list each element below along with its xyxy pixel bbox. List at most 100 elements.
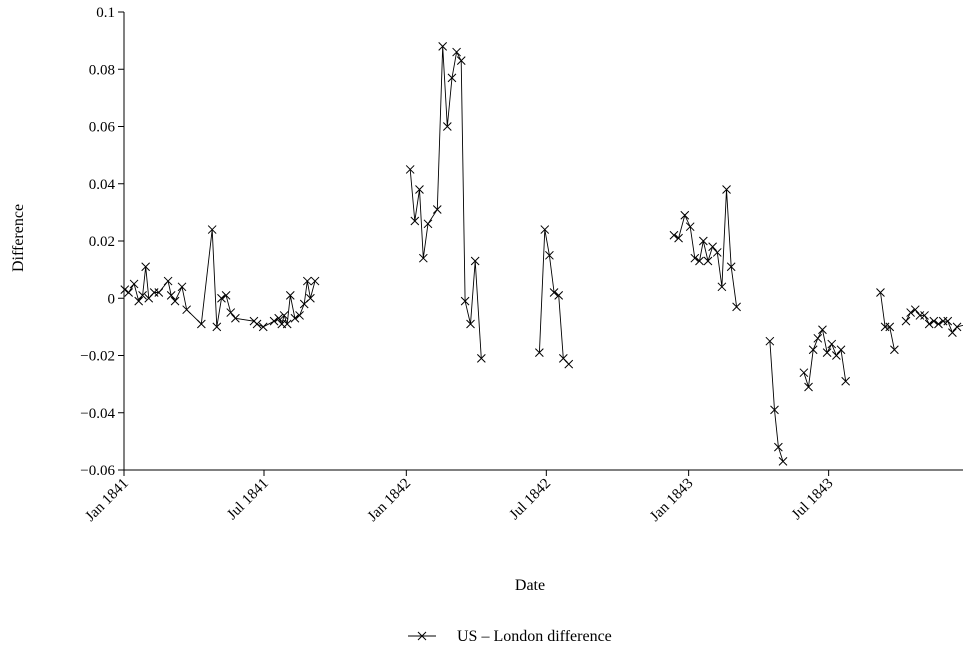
series-line-segment [673,189,738,307]
data-point-marker [765,336,775,346]
series-line-segment [880,292,895,350]
y-tick-label: 0.08 [89,62,115,78]
data-point-marker [695,256,704,266]
data-point-marker [535,348,544,357]
data-point-marker [466,319,475,329]
data-point-marker [138,291,147,300]
data-point-marker [929,316,939,326]
data-point-marker [712,248,722,257]
data-point-marker [952,322,962,332]
data-point-marker [778,457,788,466]
data-point-marker [124,288,133,297]
data-point-marker [207,225,217,234]
y-axis-ticks: 0.1 0.08 0.06 0.04 0.02 0 −0.02 −0.04 −0.06 [80,5,124,479]
data-point-marker [231,313,240,323]
data-point-marker [306,293,315,303]
data-point-marker [418,253,428,263]
data-point-marker [669,230,679,240]
series-line-segment [409,46,482,359]
x-tick-label: Jan 1841 [83,476,132,525]
data-point-marker [717,282,727,292]
data-point-marker [221,291,231,300]
data-point-marker [252,319,262,329]
data-point-marker [804,382,813,392]
data-point-marker [432,205,442,214]
data-point-marker [438,41,448,51]
data-point-marker [285,291,295,300]
data-point-marker [690,253,700,263]
plot-area [120,41,963,466]
data-point-marker [442,122,452,131]
data-point-marker [279,311,289,320]
data-point-marker [456,56,466,66]
data-point-marker [141,262,151,272]
series-line-segment [538,229,570,365]
data-point-marker [841,376,851,386]
data-point-marker [924,319,934,329]
data-point-marker [120,285,130,295]
data-point-marker [258,322,268,332]
data-point-marker [177,282,187,292]
data-point-marker [415,185,424,194]
data-point-marker [906,308,915,317]
y-tick-label: 0.1 [96,5,115,21]
data-point-marker [770,405,779,415]
series-line-segment [124,229,316,328]
data-point-marker [310,276,320,286]
x-tick-label: Jul 1841 [224,476,272,524]
legend-cross-marker [417,631,427,641]
x-tick-label: Jan 1843 [647,476,696,525]
data-point-marker [822,348,832,357]
data-point-marker [212,322,222,332]
data-point-marker [827,339,837,349]
data-point-marker [290,313,300,323]
data-point-marker [774,442,783,452]
y-tick-label: 0.04 [89,177,116,193]
data-point-marker [674,233,683,243]
data-point-marker [549,288,559,297]
x-tick-label: Jul 1843 [789,476,837,524]
data-point-marker [166,291,176,300]
data-point-marker [564,359,574,369]
x-tick-label: Jan 1842 [365,476,414,525]
data-point-marker [808,345,818,355]
y-tick-label: 0.02 [89,234,115,250]
x-axis-title: Date [515,577,545,594]
data-point-marker [554,291,564,300]
data-point-marker [685,222,695,232]
data-point-marker [154,288,164,297]
data-point-marker [302,276,312,286]
legend: US – London difference [408,628,612,645]
data-point-marker [423,219,433,229]
data-point-marker [476,354,486,363]
data-point-marker [226,308,236,317]
data-point-marker [890,345,899,355]
y-tick-label: 0 [108,291,116,307]
data-point-marker [698,236,708,246]
data-point-marker [920,311,929,320]
x-tick-label: Jul 1842 [507,476,555,524]
y-tick-label: 0.06 [89,120,116,136]
data-point-marker [948,328,957,337]
x-axis-ticks: Jan 1841 Jul 1841 Jan 1842 Jul 1842 Jan 1843… [83,470,837,525]
data-point-marker [134,296,144,306]
data-point-marker [274,313,284,323]
data-point-marker [410,216,420,226]
data-point-marker [129,279,139,289]
data-point-marker [405,165,415,174]
data-point-marker [295,311,304,320]
y-tick-label: −0.04 [80,406,115,422]
data-point-marker [799,368,809,378]
data-point-marker [545,250,554,260]
data-point-marker [836,345,846,355]
data-point-marker [170,296,180,306]
data-point-marker [708,242,717,252]
data-point-marker [722,185,731,194]
legend-label: US – London difference [457,628,612,645]
data-point-marker [732,302,741,312]
data-point-marker [470,256,480,266]
data-point-marker [680,210,690,220]
data-point-marker [901,316,911,326]
data-point-marker [269,316,279,326]
